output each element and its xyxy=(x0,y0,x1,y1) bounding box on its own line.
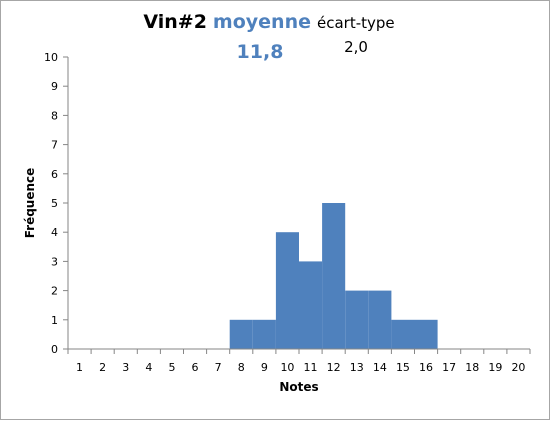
x-tick-label: 13 xyxy=(350,361,364,374)
chart-title-name: Vin#2 xyxy=(143,11,207,33)
y-tick-label: 7 xyxy=(51,139,58,152)
y-tick-label: 2 xyxy=(51,285,58,298)
bar-12 xyxy=(322,203,346,349)
y-tick-label: 6 xyxy=(51,168,58,181)
y-axis-ticks: 0 1 2 3 4 5 6 7 8 9 10 xyxy=(44,51,68,356)
y-tick-label: 1 xyxy=(51,314,58,327)
y-tick-label: 3 xyxy=(51,255,58,268)
x-tick-label: 10 xyxy=(280,361,294,374)
x-tick-label: 19 xyxy=(488,361,502,374)
bar-8 xyxy=(229,319,253,349)
x-tick-label: 15 xyxy=(396,361,410,374)
y-tick-label: 0 xyxy=(51,343,58,356)
x-tick-label: 4 xyxy=(145,361,152,374)
chart-title: Vin#2 moyenne écart-type xyxy=(143,11,394,33)
bar-14 xyxy=(368,290,392,349)
x-axis-ticks: 1 2 3 4 5 6 7 8 9 10 11 12 13 14 15 16 17 18 19 20 xyxy=(67,349,531,374)
x-tick-label: 18 xyxy=(465,361,479,374)
mean-value: 11,8 xyxy=(237,41,284,63)
bar-11 xyxy=(299,261,323,349)
x-tick-label: 5 xyxy=(168,361,175,374)
bar-series xyxy=(229,203,438,349)
bar-9 xyxy=(252,319,276,349)
x-axis-title: Notes xyxy=(279,380,318,394)
chart-title-mean-label: moyenne xyxy=(213,11,311,33)
sd-value: 2,0 xyxy=(344,38,368,56)
x-tick-label: 14 xyxy=(373,361,387,374)
x-tick-label: 20 xyxy=(511,361,525,374)
x-tick-label: 3 xyxy=(122,361,129,374)
bar-10 xyxy=(275,232,299,349)
y-tick-label: 10 xyxy=(44,51,58,64)
x-tick-label: 11 xyxy=(304,361,318,374)
x-tick-label: 1 xyxy=(76,361,83,374)
y-tick-label: 8 xyxy=(51,109,58,122)
y-tick-label: 4 xyxy=(51,226,58,239)
x-tick-label: 2 xyxy=(99,361,106,374)
x-tick-label: 7 xyxy=(215,361,222,374)
x-tick-label: 8 xyxy=(238,361,245,374)
x-tick-label: 6 xyxy=(192,361,199,374)
chart-title-sd-label: écart-type xyxy=(317,14,395,32)
x-tick-label: 9 xyxy=(261,361,268,374)
bar-15 xyxy=(391,319,415,349)
bar-16 xyxy=(414,319,438,349)
y-tick-label: 5 xyxy=(51,197,58,210)
y-axis-title: Fréquence xyxy=(23,168,37,239)
x-tick-label: 16 xyxy=(419,361,433,374)
bar-13 xyxy=(345,290,369,349)
x-tick-label: 17 xyxy=(442,361,456,374)
y-tick-label: 9 xyxy=(51,80,58,93)
x-tick-label: 12 xyxy=(327,361,341,374)
